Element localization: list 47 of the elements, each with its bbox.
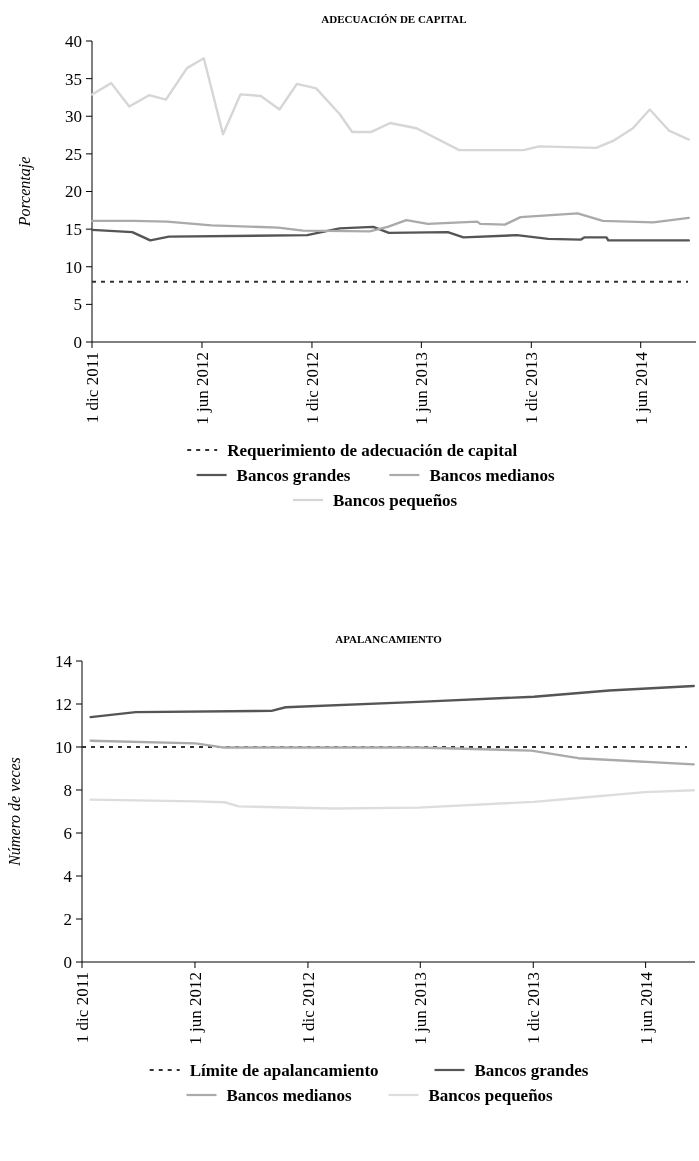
y-tick-label: 25 bbox=[65, 144, 82, 164]
x-tick-label: 1 dic 2011 bbox=[72, 972, 92, 1044]
x-tick-label: 1 jun 2013 bbox=[412, 352, 432, 425]
y-tick-label: 6 bbox=[63, 823, 72, 843]
x-tick-label: 1 jun 2012 bbox=[192, 352, 212, 425]
y-tick-label: 10 bbox=[55, 737, 72, 757]
legend-label: Bancos grandes bbox=[236, 465, 351, 485]
legend-label: Requerimiento de adecuación de capital bbox=[227, 440, 518, 460]
y-tick-label: 0 bbox=[73, 332, 82, 352]
y-tick-label: 12 bbox=[55, 694, 72, 714]
y-tick-label: 14 bbox=[55, 651, 73, 671]
chart-title: APALANCAMIENTO bbox=[335, 633, 443, 645]
x-tick-label: 1 dic 2012 bbox=[302, 352, 322, 424]
y-tick-label: 0 bbox=[63, 952, 72, 972]
x-tick-label: 1 dic 2013 bbox=[524, 972, 544, 1044]
y-tick-label: 5 bbox=[73, 295, 82, 315]
y-axis-title: Número de veces bbox=[6, 757, 23, 867]
legend-label: Límite de apalancamiento bbox=[189, 1060, 379, 1080]
legend-label: Bancos medianos bbox=[429, 465, 555, 485]
line-series bbox=[89, 789, 695, 810]
y-tick-label: 20 bbox=[65, 182, 82, 202]
y-tick-label: 10 bbox=[65, 257, 82, 277]
x-tick-label: 1 dic 2013 bbox=[522, 352, 542, 424]
legend-label: Bancos medianos bbox=[226, 1085, 353, 1105]
line-series bbox=[89, 739, 695, 766]
y-axis-title: Porcentaje bbox=[16, 156, 34, 228]
y-tick-label: 4 bbox=[63, 866, 73, 886]
x-tick-label: 1 dic 2012 bbox=[298, 972, 318, 1044]
legend-label: Bancos pequeños bbox=[333, 490, 458, 510]
y-tick-label: 40 bbox=[65, 31, 82, 51]
line-series bbox=[90, 57, 690, 152]
y-tick-label: 8 bbox=[63, 780, 72, 800]
line-series bbox=[90, 212, 690, 233]
x-tick-label: 1 jun 2013 bbox=[411, 972, 431, 1045]
chart-title: ADECUACIÓN DE CAPITAL bbox=[321, 13, 467, 25]
y-tick-label: 35 bbox=[65, 69, 82, 89]
y-tick-label: 15 bbox=[65, 220, 82, 240]
x-tick-label: 1 jun 2014 bbox=[631, 351, 651, 425]
line-series bbox=[90, 225, 690, 242]
x-tick-label: 1 dic 2011 bbox=[82, 352, 102, 424]
legend-label: Bancos pequeños bbox=[428, 1085, 554, 1105]
legend-label: Bancos grandes bbox=[474, 1060, 589, 1080]
x-tick-label: 1 jun 2014 bbox=[636, 971, 656, 1045]
line-series bbox=[89, 684, 695, 719]
x-tick-label: 1 jun 2012 bbox=[185, 972, 205, 1045]
y-tick-label: 2 bbox=[63, 909, 72, 929]
y-tick-label: 30 bbox=[65, 107, 82, 127]
